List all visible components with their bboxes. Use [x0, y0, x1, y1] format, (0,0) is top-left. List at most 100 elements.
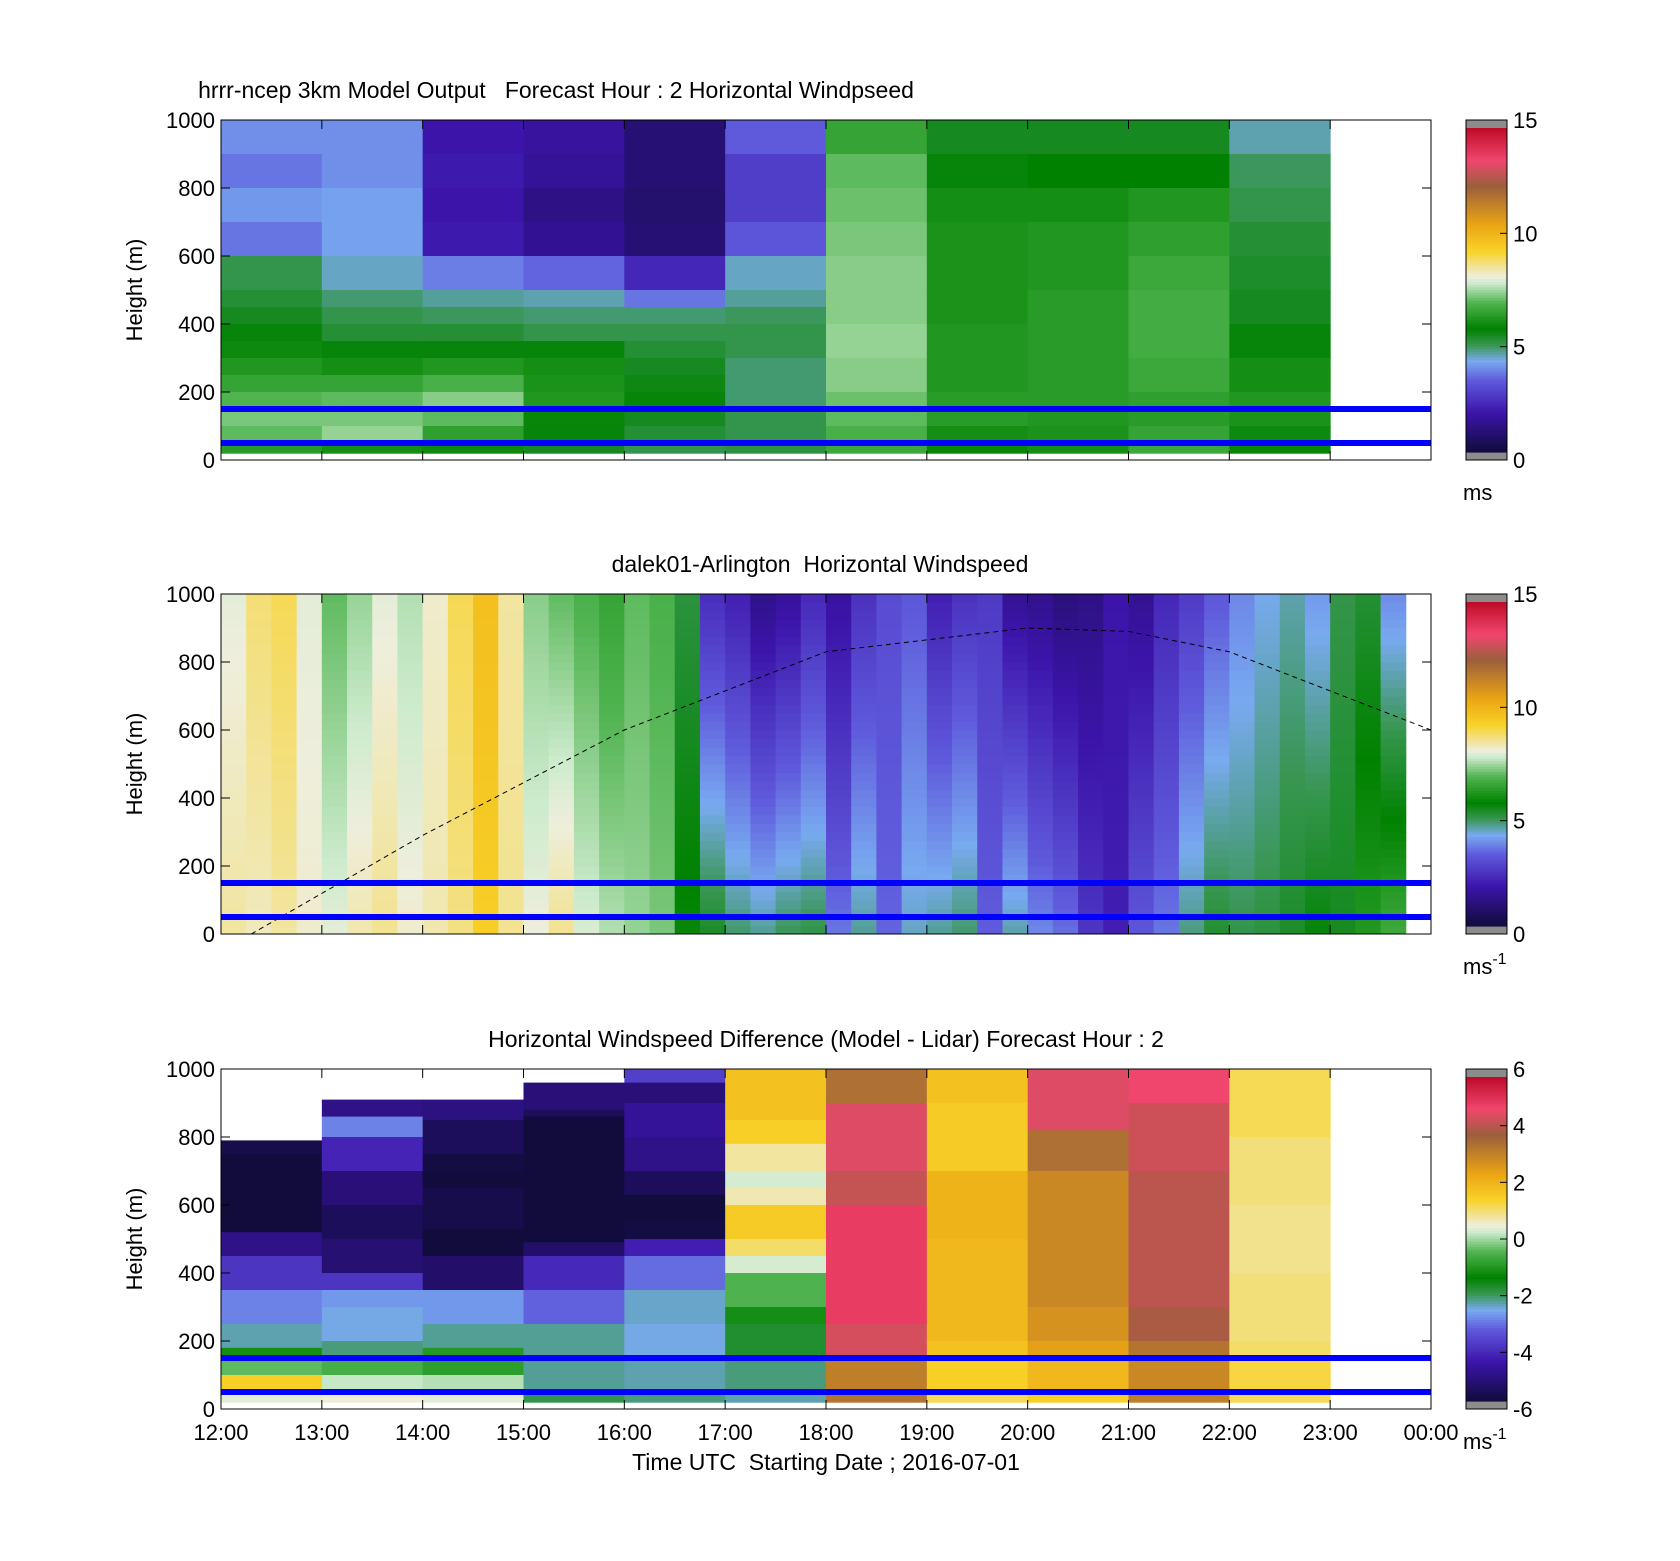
- heatmap-cell: [498, 781, 524, 790]
- heatmap-cell: [498, 823, 524, 833]
- colorbar-segment: [1466, 449, 1507, 453]
- heatmap-cell: [926, 687, 953, 697]
- heatmap-cell: [523, 883, 550, 892]
- heatmap-cell: [498, 628, 524, 637]
- heatmap-cell: [397, 755, 424, 765]
- heatmap-cell: [1052, 908, 1079, 918]
- colorbar-segment: [1466, 826, 1507, 830]
- colorbar-segment: [1466, 1082, 1507, 1086]
- colorbar-segment: [1466, 190, 1507, 194]
- heatmap-cell: [725, 747, 751, 756]
- heatmap-cell: [599, 815, 625, 824]
- heatmap-cell: [952, 857, 978, 867]
- heatmap-cell: [725, 653, 751, 663]
- difference-panel-title: Horizontal Windspeed Difference (Model -…: [488, 1026, 1164, 1052]
- heatmap-cell: [1254, 602, 1281, 612]
- colorbar-segment: [1466, 346, 1507, 350]
- heatmap-cell: [221, 120, 323, 155]
- heatmap-cell: [775, 662, 802, 671]
- colorbar-segment: [1466, 1360, 1507, 1364]
- heatmap-cell: [271, 594, 298, 603]
- heatmap-cell: [548, 713, 575, 722]
- colorbar-segment: [1466, 1220, 1507, 1224]
- heatmap-cell: [1254, 840, 1281, 850]
- heatmap-cell: [1178, 823, 1205, 833]
- heatmap-cell: [347, 679, 373, 688]
- heatmap-cell: [1330, 781, 1356, 790]
- colorbar-segment: [1466, 899, 1507, 903]
- colorbar-segment: [1466, 352, 1507, 356]
- colorbar-segment: [1466, 774, 1507, 779]
- heatmap-cell: [926, 789, 953, 799]
- colorbar-segment: [1466, 1263, 1507, 1267]
- heatmap-cell: [372, 704, 398, 714]
- y-tick-label: 1000: [166, 582, 215, 607]
- heatmap-cell: [1052, 679, 1079, 688]
- heatmap-cell: [321, 704, 348, 714]
- heatmap-cell: [699, 679, 726, 688]
- heatmap-cell: [221, 798, 247, 807]
- heatmap-cell: [422, 611, 449, 620]
- heatmap-cell: [851, 602, 877, 612]
- heatmap-cell: [296, 704, 323, 714]
- heatmap-cell: [876, 662, 903, 671]
- heatmap-cell: [1279, 823, 1306, 833]
- heatmap-cell: [775, 917, 802, 926]
- heatmap-cell: [321, 1273, 424, 1291]
- heatmap-cell: [649, 611, 676, 620]
- heatmap-cell: [1027, 222, 1129, 257]
- heatmap-cell: [1078, 679, 1104, 688]
- heatmap-cell: [1279, 687, 1306, 697]
- heatmap-cell: [321, 653, 348, 663]
- heatmap-cell: [977, 874, 1003, 884]
- heatmap-cell: [775, 891, 802, 901]
- heatmap-cell: [347, 738, 373, 748]
- heatmap-cell: [1204, 908, 1230, 918]
- heatmap-cell: [221, 679, 247, 688]
- heatmap-cell: [1304, 781, 1331, 790]
- heatmap-cell: [1128, 755, 1155, 765]
- heatmap-cell: [599, 900, 625, 909]
- heatmap-cell: [246, 900, 272, 909]
- colorbar-segment: [1466, 874, 1507, 878]
- heatmap-cell: [1304, 849, 1331, 858]
- colorbar-segment: [1466, 322, 1507, 326]
- heatmap-cell: [624, 917, 651, 926]
- heatmap-cell: [1002, 798, 1029, 807]
- heatmap-cell: [473, 636, 499, 646]
- heatmap-cell: [1204, 883, 1230, 892]
- x-tick-label: 23:00: [1303, 1420, 1358, 1445]
- heatmap-cell: [221, 358, 323, 376]
- colorbar-segment: [1466, 400, 1507, 404]
- colorbar-segment: [1466, 629, 1507, 633]
- heatmap-cell: [447, 806, 474, 816]
- heatmap-cell: [473, 917, 499, 926]
- heatmap-cell: [1153, 866, 1180, 875]
- colorbar-segment: [1466, 192, 1507, 197]
- heatmap-cell: [699, 721, 726, 731]
- colorbar-segment: [1466, 831, 1507, 835]
- lidar-panel-ylabel: Height (m): [122, 713, 147, 816]
- heatmap-cell: [473, 602, 499, 612]
- heatmap-cell: [1078, 611, 1104, 620]
- heatmap-cell: [397, 687, 424, 697]
- heatmap-cell: [321, 256, 424, 291]
- heatmap-cell: [271, 806, 298, 816]
- heatmap-cell: [1204, 815, 1230, 824]
- heatmap-cell: [1380, 670, 1407, 680]
- heatmap-cell: [775, 857, 802, 867]
- heatmap-cell: [548, 883, 575, 892]
- heatmap-cell: [674, 704, 701, 714]
- heatmap-cell: [447, 602, 474, 612]
- heatmap-cell: [977, 653, 1003, 663]
- heatmap-cell: [1103, 628, 1129, 637]
- heatmap-cell: [1027, 789, 1054, 799]
- heatmap-cell: [851, 696, 877, 705]
- heatmap-cell: [372, 900, 398, 909]
- heatmap-cell: [775, 713, 802, 722]
- heatmap-cell: [624, 764, 651, 773]
- heatmap-cell: [296, 670, 323, 680]
- heatmap-cell: [1254, 789, 1281, 799]
- heatmap-cell: [926, 426, 1029, 444]
